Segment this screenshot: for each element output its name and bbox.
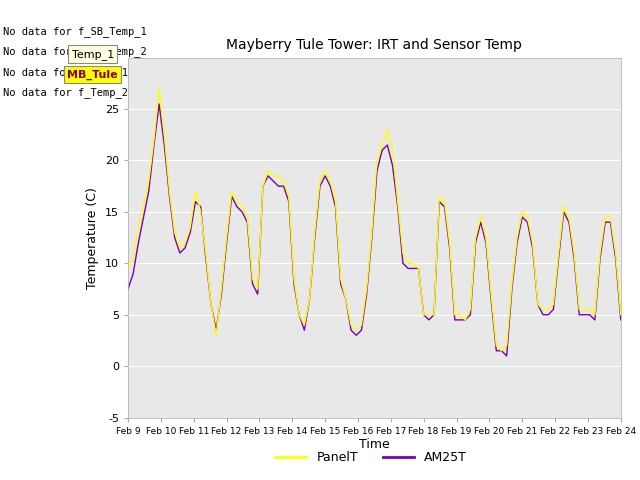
Title: Mayberry Tule Tower: IRT and Sensor Temp: Mayberry Tule Tower: IRT and Sensor Temp [227, 38, 522, 52]
Text: No data for f_Temp_2: No data for f_Temp_2 [3, 87, 128, 98]
Line: AM25T: AM25T [128, 104, 621, 356]
PanelT [617, 312, 625, 318]
AM25T [586, 312, 593, 318]
PanelT [156, 85, 163, 91]
PanelT [586, 307, 593, 312]
PanelT [342, 297, 349, 302]
AM25T [378, 147, 386, 153]
PanelT [269, 173, 277, 179]
PanelT [196, 209, 204, 215]
AM25T [124, 286, 132, 292]
AM25T [342, 297, 349, 302]
Text: No data for f_SB_Temp_1: No data for f_SB_Temp_1 [3, 26, 147, 37]
AM25T [503, 353, 511, 359]
Legend: PanelT, AM25T: PanelT, AM25T [270, 446, 472, 469]
AM25T [196, 204, 204, 210]
AM25T [617, 317, 625, 323]
PanelT [394, 199, 401, 204]
Line: PanelT: PanelT [128, 88, 621, 351]
Text: Temp_1: Temp_1 [72, 49, 114, 60]
AM25T [394, 204, 401, 210]
Text: No data for f_SB_Temp_2: No data for f_SB_Temp_2 [3, 47, 147, 58]
AM25T [269, 178, 277, 184]
AM25T [156, 101, 163, 107]
Text: No data for f_Temp_1: No data for f_Temp_1 [3, 67, 128, 78]
X-axis label: Time: Time [359, 438, 390, 451]
PanelT [498, 348, 506, 354]
Text: MB_Tule: MB_Tule [67, 69, 118, 80]
PanelT [378, 142, 386, 148]
Y-axis label: Temperature (C): Temperature (C) [86, 187, 99, 288]
PanelT [124, 265, 132, 271]
